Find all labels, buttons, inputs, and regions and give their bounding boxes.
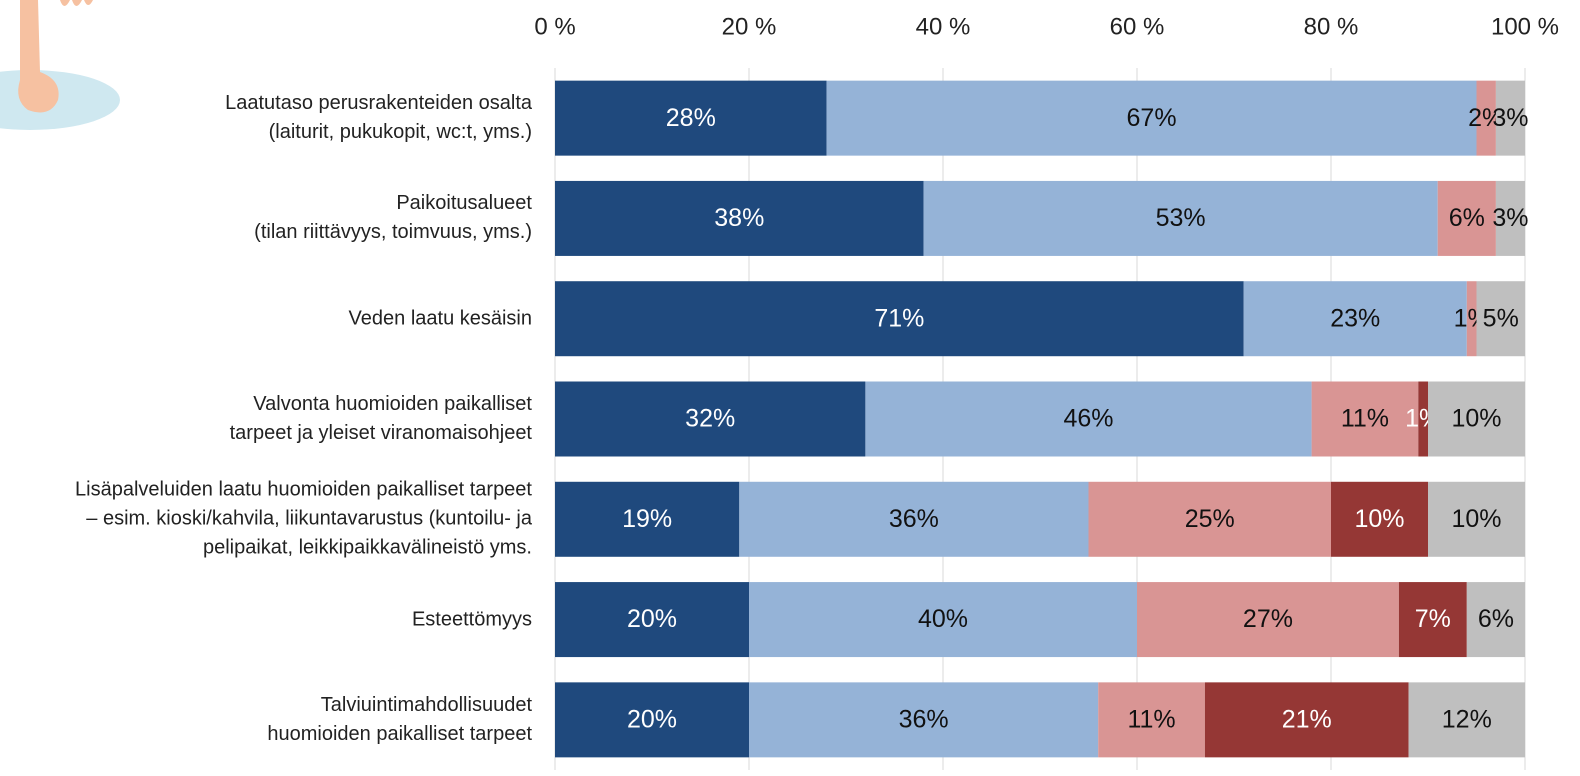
bar-segment: [555, 180, 924, 256]
x-tick-label: 40 %: [916, 13, 971, 40]
illustration: [0, 0, 120, 130]
value-label: 6%: [1449, 204, 1485, 232]
value-label: 10%: [1451, 505, 1501, 533]
value-label: 67%: [1127, 104, 1177, 132]
value-label: 20%: [627, 705, 677, 733]
bar-segment: [555, 682, 749, 758]
bar-segment: [1437, 180, 1496, 256]
bar-segment: [749, 582, 1137, 658]
value-label: 46%: [1063, 405, 1113, 433]
value-label: 23%: [1330, 304, 1380, 332]
bar-segment: [739, 481, 1089, 557]
value-label: 6%: [1478, 605, 1514, 633]
value-label: 11%: [1127, 705, 1175, 733]
x-tick-label: 0 %: [534, 13, 575, 40]
bar-segment: [1204, 682, 1409, 758]
bar-segment: [1495, 80, 1525, 156]
value-label: 28%: [666, 104, 716, 132]
bar-segment: [749, 682, 1099, 758]
bar-segment: [1311, 381, 1419, 457]
value-label: 7%: [1415, 605, 1451, 633]
bar-segment: [555, 381, 866, 457]
value-label: 5%: [1483, 304, 1519, 332]
value-label: 21%: [1282, 705, 1332, 733]
bar-segment: [1428, 381, 1525, 457]
bar-segment: [555, 281, 1244, 357]
value-label: 32%: [685, 405, 735, 433]
x-tick-label: 20 %: [722, 13, 777, 40]
category-label: Veden laatu kesäisin: [348, 307, 532, 330]
bar-segment: [1098, 682, 1205, 758]
bar-segment: [1476, 80, 1496, 156]
value-label: 19%: [622, 505, 672, 533]
category-label: Lisäpalveluiden laatu huomioiden paikall…: [75, 478, 532, 559]
bar-segment: [1408, 682, 1525, 758]
value-label: 3%: [1492, 204, 1528, 232]
bar-segment: [1418, 381, 1428, 457]
value-label: 71%: [874, 304, 924, 332]
value-label: 53%: [1156, 204, 1206, 232]
x-tick-label: 100 %: [1491, 13, 1559, 40]
bar-segment: [1331, 481, 1428, 557]
value-label: 20%: [627, 605, 677, 633]
x-tick-label: 80 %: [1304, 13, 1359, 40]
bar-segment: [865, 381, 1312, 457]
x-tick-label: 60 %: [1110, 13, 1165, 40]
bar-segment: [1428, 481, 1525, 557]
value-label: 12%: [1442, 705, 1492, 733]
value-label: 10%: [1451, 405, 1501, 433]
bar-segment: [555, 481, 740, 557]
bar-segment: [826, 80, 1477, 156]
category-label: Laatutaso perusrakenteiden osalta (laitu…: [225, 92, 532, 144]
bar-segment: [1137, 582, 1399, 658]
bar-segment: [1088, 481, 1331, 557]
category-label: Paikoitusalueet (tilan riittävyys, toimv…: [254, 192, 532, 244]
bar-segment: [1243, 281, 1467, 357]
bar-segment: [923, 180, 1438, 256]
category-label: Valvonta huomioiden paikalliset tarpeet …: [229, 393, 532, 444]
bar-segment: [555, 80, 827, 156]
value-label: 27%: [1243, 605, 1293, 633]
value-label: 36%: [899, 705, 949, 733]
category-label: Esteettömyys: [411, 608, 532, 631]
value-label: 25%: [1185, 505, 1235, 533]
value-label: 40%: [918, 605, 968, 633]
value-label: 38%: [714, 204, 764, 232]
bar-segment: [1398, 582, 1467, 658]
bar-segment: [1476, 281, 1525, 357]
value-label: 3%: [1492, 104, 1528, 132]
value-label: 11%: [1341, 405, 1389, 433]
bar-segment: [555, 582, 749, 658]
bar-segment: [1495, 180, 1525, 256]
bar-segment: [1466, 281, 1477, 357]
category-label: Talviuintimahdollisuudet huomioiden paik…: [267, 693, 532, 745]
value-label: 10%: [1354, 505, 1404, 533]
bar-segment: [1466, 582, 1525, 658]
value-label: 36%: [889, 505, 939, 533]
